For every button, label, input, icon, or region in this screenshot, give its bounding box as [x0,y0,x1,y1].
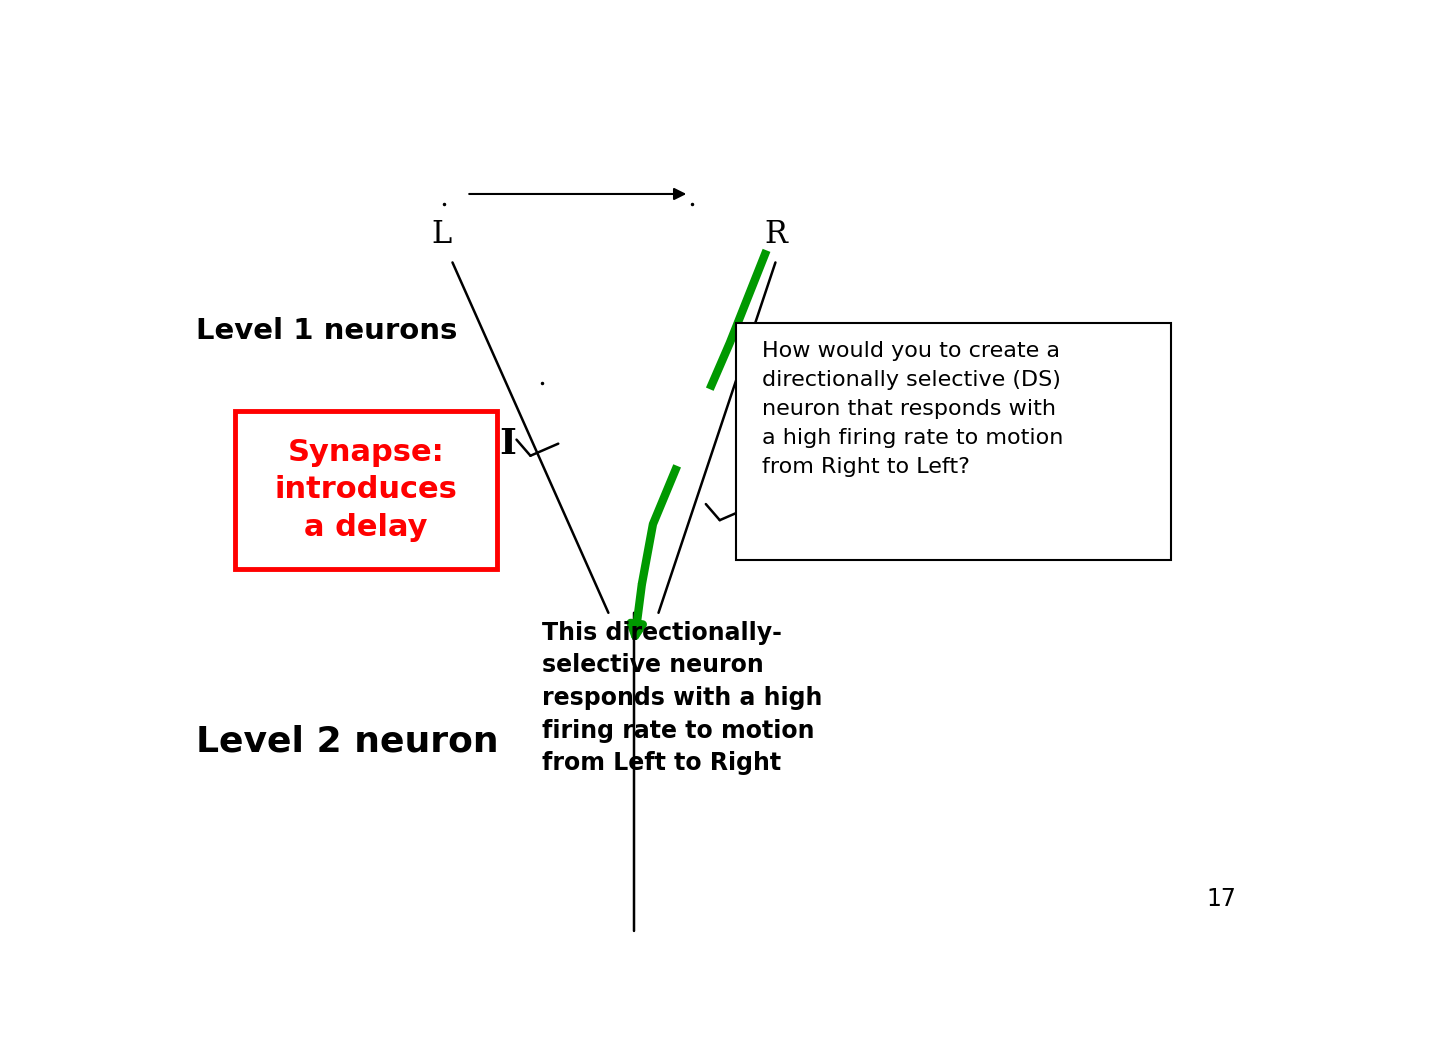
Text: Level 1 neurons: Level 1 neurons [197,317,458,345]
FancyBboxPatch shape [236,411,497,569]
Text: R: R [764,220,787,250]
Text: Level 2 neuron: Level 2 neuron [197,725,499,758]
FancyBboxPatch shape [737,323,1171,561]
Text: 17: 17 [1206,887,1236,911]
Text: This directionally-
selective neuron
responds with a high
firing rate to motion
: This directionally- selective neuron res… [542,621,822,775]
Text: How would you to create a
directionally selective (DS)
neuron that responds with: How would you to create a directionally … [762,341,1063,477]
Text: L: L [431,220,451,250]
Text: I: I [500,427,516,460]
Text: Synapse:
introduces
a delay: Synapse: introduces a delay [274,438,457,542]
